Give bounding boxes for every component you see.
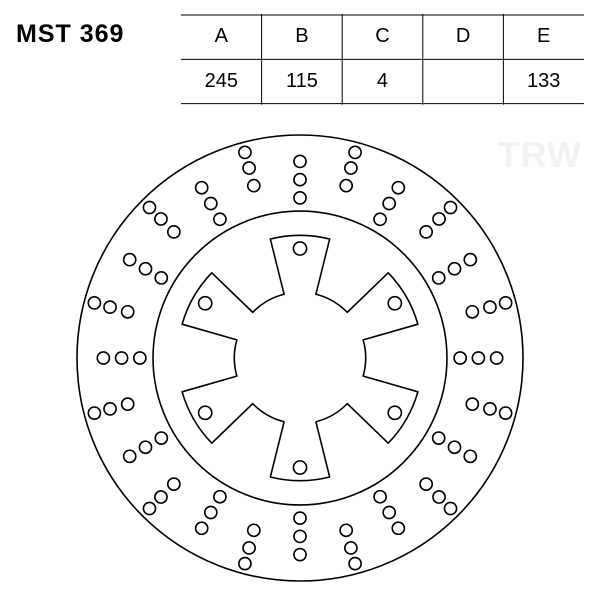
part-title: MST 369 [16, 14, 181, 104]
spec-col-d-header: D [423, 14, 504, 59]
spec-table: A B C D E 245 115 4 133 [181, 14, 584, 104]
spec-col-d-value [423, 59, 504, 104]
spec-col-c-value: 4 [342, 59, 423, 104]
spec-value-row: 245 115 4 133 [181, 59, 584, 104]
disc-drawing-svg [69, 127, 531, 589]
spec-header-row: A B C D E [181, 14, 584, 59]
spec-col-b-header: B [262, 14, 343, 59]
spec-col-a-header: A [181, 14, 262, 59]
spec-col-b-value: 115 [262, 59, 343, 104]
spec-col-e-header: E [503, 14, 584, 59]
brake-disc-drawing [0, 116, 600, 600]
spec-col-e-value: 133 [503, 59, 584, 104]
part-number: MST 369 [16, 20, 124, 49]
spec-col-c-header: C [342, 14, 423, 59]
spec-col-a-value: 245 [181, 59, 262, 104]
